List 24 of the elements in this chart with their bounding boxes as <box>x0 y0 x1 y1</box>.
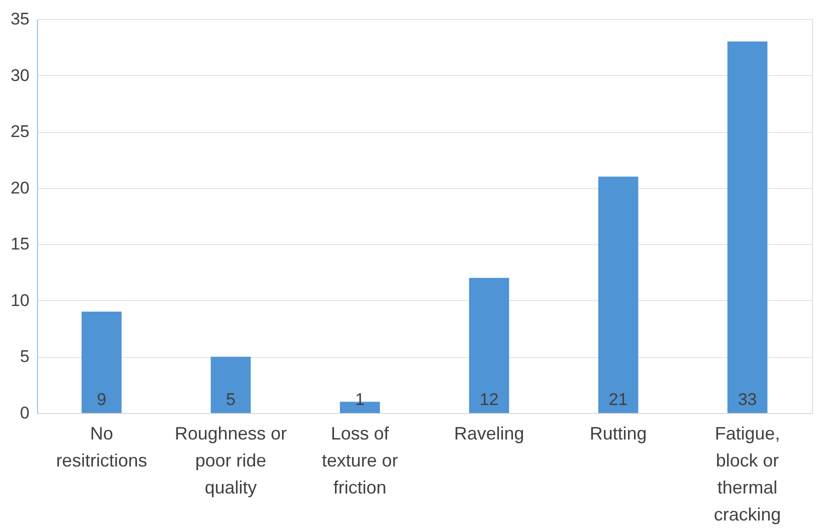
data-label: 9 <box>96 390 106 409</box>
y-tick-label: 20 <box>10 178 30 198</box>
bar <box>469 278 510 413</box>
y-tick-label: 30 <box>10 66 30 85</box>
data-label: 12 <box>480 390 499 409</box>
y-tick-label: 25 <box>10 122 30 142</box>
y-tick-label: 0 <box>20 404 30 422</box>
y-tick-label: 5 <box>20 347 30 366</box>
x-tick-label: Loss of texture or friction <box>322 424 398 498</box>
y-tick-label: 35 <box>10 10 30 28</box>
x-tick-label: No resitrictions <box>56 424 148 470</box>
x-tick-label: Raveling <box>454 424 524 444</box>
bar <box>727 42 768 413</box>
y-tick-label: 10 <box>10 290 30 310</box>
y-tick-label: 15 <box>10 234 30 254</box>
x-tick-label: Roughness or poor ride quality <box>174 424 287 498</box>
bar <box>598 176 638 413</box>
data-label: 5 <box>226 390 236 409</box>
data-label: 21 <box>608 390 628 409</box>
bar <box>82 312 122 413</box>
x-tick-label: Rutting <box>590 424 647 444</box>
data-label: 33 <box>738 390 757 409</box>
bar <box>210 356 251 413</box>
x-tick-label: Fatigue, block or thermal cracking <box>714 424 781 524</box>
